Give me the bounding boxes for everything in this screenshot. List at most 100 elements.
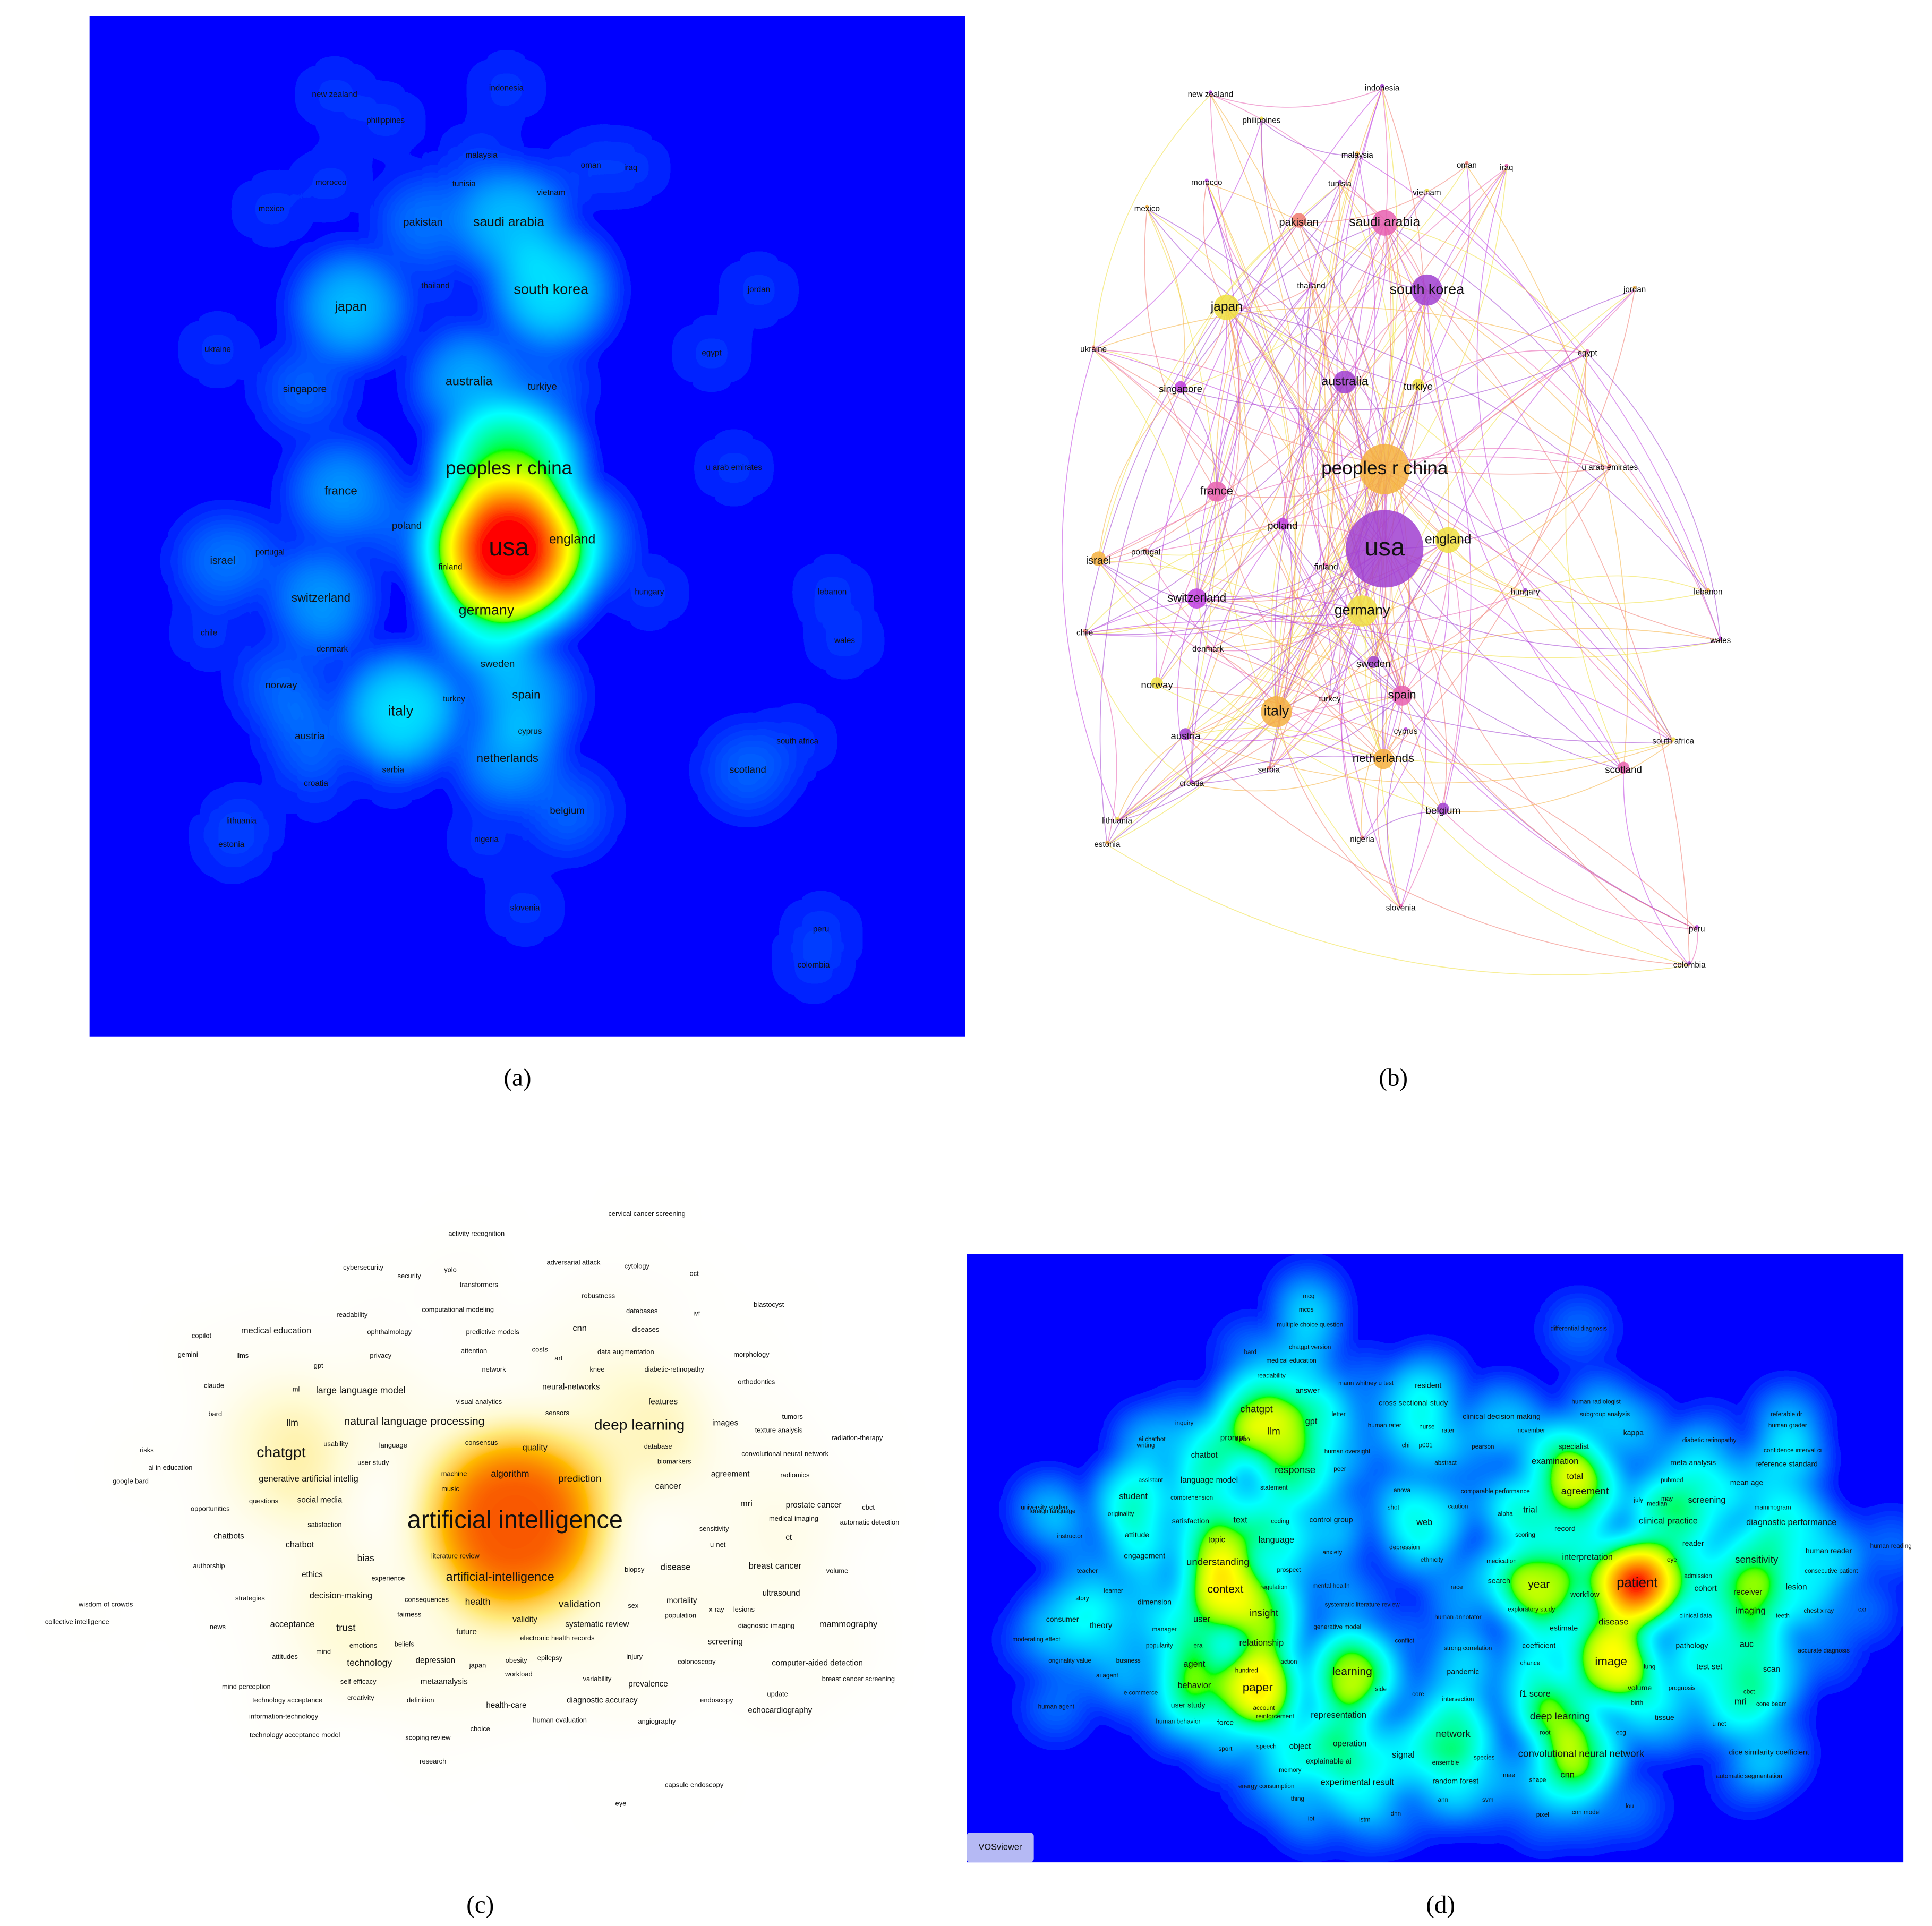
node-label: australia [1321, 374, 1369, 388]
node-label: new zealand [312, 90, 357, 99]
node-label: originality [1108, 1510, 1134, 1517]
node-label: pearson [1472, 1443, 1494, 1450]
node-label: assistant [1139, 1477, 1164, 1484]
node-label: text [1233, 1515, 1247, 1525]
node-label: obesity [506, 1656, 527, 1664]
node-label: south korea [1390, 281, 1465, 297]
link [1203, 183, 1227, 308]
node-label: colonoscopy [678, 1657, 716, 1665]
node-label: prompt [1220, 1433, 1246, 1442]
node-label: attitudes [272, 1653, 298, 1660]
node-label: cancer [655, 1482, 681, 1491]
node-label: opportunities [191, 1504, 230, 1512]
node-label: energy consumption [1238, 1783, 1294, 1790]
node [1399, 904, 1403, 908]
node-label: spain [512, 688, 540, 701]
node-label: angiography [638, 1717, 676, 1725]
node-label: object [1289, 1742, 1311, 1751]
node-label: croatia [1179, 779, 1204, 788]
node-label: mind [316, 1648, 331, 1656]
link [1226, 307, 1385, 550]
node-label: race [1451, 1584, 1463, 1591]
node [1719, 636, 1723, 640]
node-label: ethics [302, 1570, 323, 1579]
node-label: germany [1335, 602, 1390, 618]
link [1196, 183, 1240, 599]
node [1695, 925, 1699, 929]
node-label: u net [1712, 1720, 1726, 1727]
link [1084, 526, 1283, 634]
node-label: tunisia [1328, 179, 1352, 189]
node-label: chile [201, 629, 217, 638]
node-label: peru [813, 925, 829, 934]
node-label: france [324, 484, 357, 498]
link [1298, 165, 1467, 224]
node [1291, 213, 1306, 228]
node-label: reader [1682, 1539, 1704, 1547]
node-label: chatgpt version [1289, 1343, 1331, 1350]
link [1210, 94, 1427, 290]
node-label: writing [1136, 1442, 1155, 1449]
link [1268, 695, 1403, 771]
node-label: google bard [113, 1477, 149, 1485]
node-label: account [1253, 1705, 1276, 1711]
density-map [967, 1254, 1904, 1863]
node-label: human annotator [1434, 1614, 1482, 1621]
node-label: agent [1183, 1659, 1205, 1669]
node-label: cbct [1743, 1688, 1755, 1695]
link [1180, 389, 1363, 611]
link [1401, 540, 1449, 696]
link [1196, 289, 1427, 599]
node-label: experimental result [1321, 1778, 1395, 1787]
node-label: epilepsy [537, 1654, 563, 1662]
node-label: turkey [1319, 695, 1341, 704]
node-label: australia [446, 374, 493, 388]
node-label: ultrasound [763, 1589, 800, 1598]
node-label: dimension [1138, 1597, 1172, 1606]
node-label: satisfaction [1172, 1517, 1209, 1525]
node-label: human reading [1870, 1543, 1912, 1550]
node-label: p001 [1419, 1442, 1433, 1449]
node-label: chatgpt [257, 1444, 305, 1460]
node-label: denmark [317, 645, 348, 654]
node-label: mean age [1730, 1478, 1764, 1486]
node-label: radiation-therapy [832, 1434, 883, 1442]
link [1383, 469, 1411, 759]
link [1426, 192, 1611, 468]
node-label: dnn [1391, 1810, 1401, 1817]
node-label: research [420, 1757, 446, 1765]
node-label: privacy [370, 1351, 391, 1359]
node-label: language model [1181, 1476, 1238, 1485]
node-label: learning [1332, 1665, 1372, 1677]
node-label: instructor [1057, 1533, 1083, 1540]
node-label: teeth [1776, 1612, 1790, 1619]
link [1177, 598, 1198, 784]
node-label: bard [208, 1410, 222, 1418]
link [1339, 184, 1450, 541]
link [1387, 731, 1406, 909]
link [1565, 353, 1624, 771]
node [1143, 548, 1148, 552]
node-label: authorship [193, 1562, 225, 1570]
node-label: natural language processing [344, 1415, 485, 1427]
node-label: convolutional neural network [1518, 1748, 1645, 1759]
node-label: signal [1392, 1750, 1415, 1760]
node-label: singapore [1159, 383, 1202, 395]
node-label: mcq [1303, 1292, 1314, 1299]
node-label: claude [204, 1381, 224, 1389]
link [1145, 552, 1721, 658]
node-label: network [482, 1365, 506, 1373]
node-label: language [379, 1441, 407, 1449]
link [1270, 382, 1346, 712]
node-label: median [1647, 1501, 1667, 1508]
node [1608, 463, 1612, 467]
node-label: sensors [545, 1409, 569, 1417]
link [1276, 628, 1721, 713]
node-label: ophthalmology [367, 1328, 412, 1336]
link [1098, 491, 1217, 562]
node-label: agreement [1561, 1485, 1609, 1496]
node-label: machine [441, 1470, 467, 1478]
node [1412, 378, 1424, 391]
node-label: lebanon [818, 587, 847, 596]
node-label: algorithm [491, 1468, 529, 1479]
